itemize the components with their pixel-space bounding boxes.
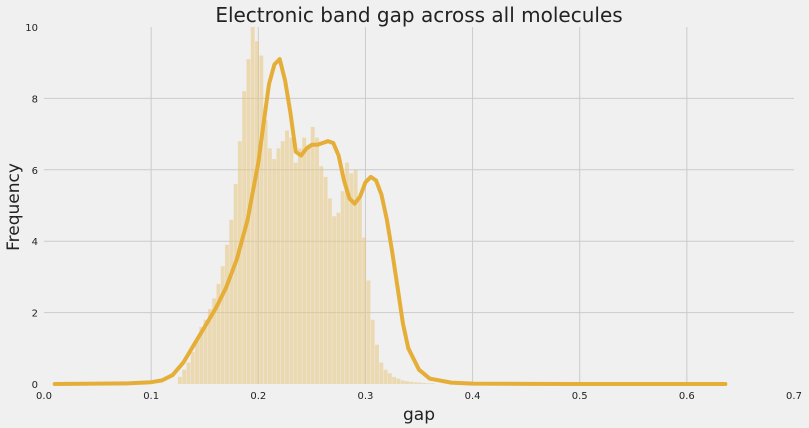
histogram-bar	[259, 55, 264, 385]
histogram-bar	[353, 169, 358, 384]
histogram-bar	[417, 382, 422, 384]
histogram-bar	[400, 380, 405, 384]
histogram-bar	[323, 176, 328, 384]
histogram-bar	[345, 162, 349, 384]
histogram-bar	[306, 144, 311, 384]
y-tick-label: 8	[32, 94, 38, 105]
x-tick-label: 0.4	[465, 391, 481, 402]
histogram-bar	[216, 284, 221, 384]
histogram-bar	[233, 184, 238, 384]
histogram-bars	[177, 27, 435, 385]
histogram-bar	[396, 378, 401, 384]
x-tick-label: 0.6	[679, 391, 695, 402]
histogram-bar	[263, 119, 268, 384]
histogram-bar	[207, 309, 212, 384]
histogram-bar	[430, 383, 435, 384]
histogram-bar	[366, 280, 371, 384]
histogram-bar	[229, 219, 234, 384]
gridlines	[44, 27, 794, 384]
histogram-bar	[409, 381, 414, 384]
x-axis-ticks: 0.0 0.1 0.2 0.3 0.4 0.5 0.6 0.7	[36, 391, 802, 402]
histogram-bar	[379, 362, 384, 384]
histogram-bar	[267, 148, 272, 384]
x-tick-label: 0.2	[250, 391, 266, 402]
x-tick-label: 0.3	[357, 391, 373, 402]
histogram-bar	[422, 382, 427, 384]
chart-title: Electronic band gap across all molecules	[215, 3, 622, 27]
histogram-bar	[319, 166, 324, 384]
histogram-bar	[212, 298, 217, 384]
histogram-bar	[225, 244, 229, 384]
histogram-bar	[293, 162, 298, 384]
histogram-bar	[349, 173, 354, 384]
histogram-bar	[220, 266, 225, 384]
y-axis-label: Frequency	[4, 163, 24, 251]
kde-curve	[52, 57, 728, 386]
histogram-bar	[237, 141, 242, 384]
histogram-bar	[340, 191, 345, 384]
histogram-bar	[336, 212, 341, 384]
y-tick-label: 10	[25, 23, 38, 34]
histogram-bar	[426, 383, 431, 384]
y-tick-label: 2	[32, 309, 38, 320]
histogram-bar	[413, 382, 418, 384]
histogram-bar	[332, 216, 337, 384]
histogram-bar	[362, 237, 367, 384]
histogram-bar	[255, 41, 259, 384]
y-tick-label: 4	[32, 237, 38, 248]
histogram-bar	[370, 319, 375, 384]
histogram-bar	[289, 137, 294, 384]
histogram-bar	[190, 351, 195, 384]
y-tick-label: 0	[32, 380, 38, 391]
x-tick-label: 0.0	[36, 391, 52, 402]
histogram-bar	[387, 373, 392, 384]
x-axis-label: gap	[403, 405, 435, 425]
y-tick-label: 6	[32, 166, 38, 177]
histogram-bar	[357, 198, 362, 384]
histogram-bar	[405, 381, 409, 384]
histogram-bar	[297, 148, 302, 384]
histogram-bar	[302, 137, 307, 384]
x-tick-label: 0.5	[572, 391, 588, 402]
histogram-bar	[392, 376, 397, 384]
histogram-bar	[182, 369, 187, 384]
x-tick-label: 0.1	[143, 391, 159, 402]
histogram-bar	[186, 362, 191, 384]
histogram-bar	[375, 344, 379, 384]
histogram-bar	[285, 130, 289, 384]
histogram-bar	[177, 376, 182, 384]
histogram-bar	[310, 126, 315, 385]
histogram-bar	[280, 141, 285, 384]
histogram-bar	[272, 159, 277, 384]
histogram-bar	[327, 198, 332, 384]
histogram-bar	[276, 148, 281, 384]
histogram-bar	[315, 137, 319, 384]
y-axis-ticks: 0 2 4 6 8 10	[25, 23, 38, 391]
x-tick-label: 0.7	[786, 391, 802, 402]
histogram-bar	[195, 341, 199, 384]
histogram-bar	[250, 27, 255, 384]
histogram-bar	[199, 326, 204, 384]
histogram-bar	[203, 319, 208, 384]
histogram-bar	[383, 369, 388, 384]
